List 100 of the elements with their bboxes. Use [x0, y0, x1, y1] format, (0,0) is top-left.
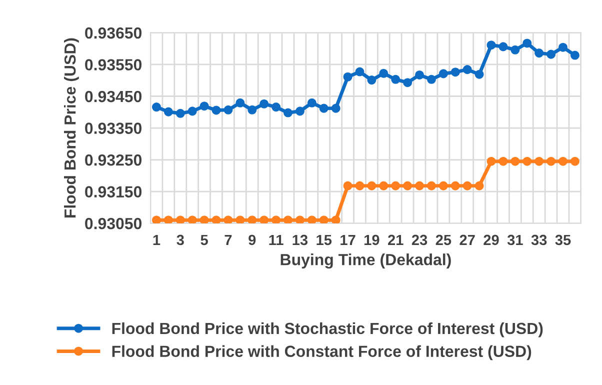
point	[248, 105, 257, 114]
point	[474, 181, 484, 190]
point	[415, 70, 424, 80]
point	[558, 42, 568, 52]
point	[474, 70, 484, 79]
x-tick-label: 35	[555, 234, 571, 246]
x-tick-label: 5	[200, 234, 208, 246]
point	[164, 107, 173, 116]
y-tick-label: 0.93350	[85, 122, 142, 134]
point	[379, 181, 388, 190]
point	[152, 216, 161, 224]
point	[260, 99, 269, 108]
point	[426, 181, 436, 190]
x-tick-label: 31	[507, 234, 523, 246]
point	[212, 216, 221, 224]
x-tick-label: 23	[412, 234, 428, 246]
point	[534, 48, 544, 58]
point	[188, 106, 197, 116]
point	[379, 68, 388, 78]
point	[534, 156, 544, 166]
point	[510, 45, 520, 54]
y-tick-label: 0.93550	[85, 59, 142, 70]
y-tick-label: 0.93050	[85, 218, 142, 230]
y-tick-label: 0.93650	[85, 27, 142, 39]
point	[486, 40, 496, 50]
point	[462, 65, 472, 74]
point	[355, 67, 364, 76]
point	[498, 42, 508, 52]
point	[343, 181, 352, 190]
y-axis-title: Flood Bond Price (USD)	[64, 38, 79, 218]
point	[188, 216, 197, 224]
point	[260, 216, 269, 224]
point	[415, 181, 424, 190]
point	[152, 102, 161, 112]
point	[283, 108, 293, 118]
x-tick-label: 29	[484, 234, 499, 246]
point	[450, 68, 460, 77]
x-tick-label: 1	[153, 234, 160, 245]
legend-label: Flood Bond Price with Stochastic Force of Interest (USD)	[112, 322, 543, 338]
point	[176, 108, 185, 118]
x-tick-label: 27	[460, 234, 475, 245]
x-tick-label: 15	[316, 234, 332, 246]
point	[319, 104, 328, 113]
x-tick-label: 13	[292, 234, 308, 246]
point	[403, 78, 412, 88]
x-tick-label: 17	[340, 234, 356, 245]
point	[450, 181, 460, 190]
point	[462, 181, 472, 190]
y-tick-label: 0.93150	[85, 186, 142, 198]
point	[438, 69, 448, 78]
point	[367, 181, 376, 190]
x-tick-label: 3	[176, 234, 184, 246]
point	[200, 216, 209, 224]
point	[236, 98, 245, 108]
point	[570, 50, 580, 60]
point	[272, 216, 281, 224]
point	[522, 38, 532, 48]
point	[498, 156, 508, 166]
point	[546, 156, 556, 166]
x-tick-label: 25	[436, 234, 452, 246]
point	[510, 156, 520, 166]
point	[367, 76, 376, 85]
point	[164, 216, 173, 224]
point	[391, 74, 400, 84]
point	[200, 102, 209, 111]
point	[438, 181, 448, 190]
point	[236, 216, 245, 224]
point	[486, 156, 496, 166]
point	[283, 216, 293, 224]
x-tick-label: 21	[388, 234, 404, 245]
point	[546, 50, 556, 59]
point	[248, 216, 257, 224]
point	[272, 102, 281, 112]
point	[570, 156, 580, 166]
point	[319, 216, 328, 224]
point	[331, 216, 340, 224]
point	[212, 106, 221, 115]
point	[391, 181, 400, 190]
x-tick-label: 7	[224, 234, 232, 245]
point	[307, 98, 316, 108]
point	[307, 216, 316, 224]
point	[331, 104, 340, 113]
point	[426, 74, 436, 84]
point	[295, 216, 304, 224]
point	[343, 72, 352, 82]
point	[355, 181, 364, 190]
point	[176, 216, 185, 224]
x-axis-title: Buying Time (Dekadal)	[280, 254, 451, 269]
x-tick-label: 19	[364, 234, 380, 246]
legend-label: Flood Bond Price with Constant Force of Interest (USD)	[112, 345, 532, 360]
point	[403, 181, 412, 190]
x-tick-label: 9	[248, 234, 256, 246]
x-tick-label: 11	[269, 234, 284, 245]
x-tick-label: 33	[531, 234, 547, 246]
point	[295, 106, 304, 116]
point	[522, 156, 532, 166]
y-tick-label: 0.93450	[85, 90, 142, 102]
y-tick-label: 0.93250	[85, 154, 142, 166]
point	[558, 156, 568, 166]
point	[224, 216, 233, 224]
